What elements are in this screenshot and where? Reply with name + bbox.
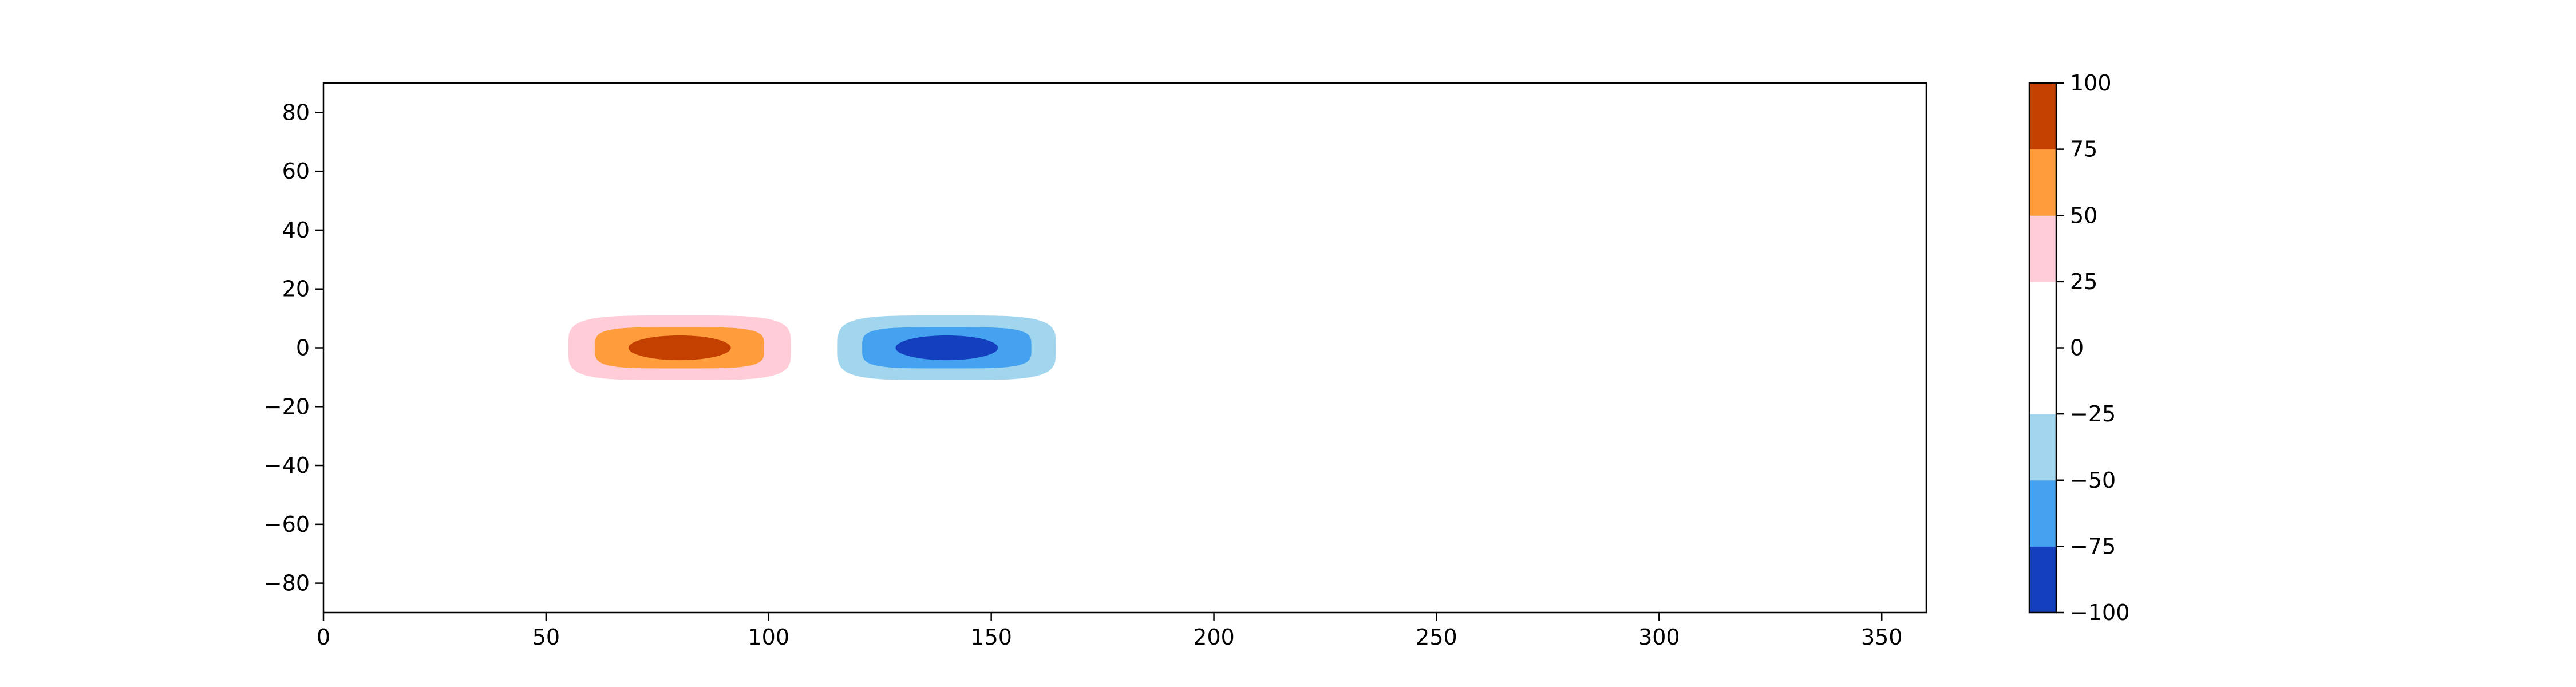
plot-area: 0 50 100 150 200 250 300 350 −80 −60 −40 −20 0 20 40 6…: [264, 82, 1927, 650]
colorbar-tick-label: −25: [2070, 401, 2116, 427]
colorbar-bands: [2029, 83, 2056, 613]
colorbar-band: [2029, 83, 2056, 150]
y-tick-label: −20: [264, 394, 310, 419]
x-tick-label: 250: [1416, 625, 1457, 650]
colorbar-band: [2029, 480, 2056, 547]
x-tick-label: 150: [970, 625, 1012, 650]
colorbar-band: [2029, 414, 2056, 481]
colorbar-band: [2029, 281, 2056, 348]
contour-fills: [568, 315, 1056, 380]
colorbar-tick-label: −100: [2070, 600, 2129, 625]
y-tick-label: 80: [282, 100, 310, 125]
y-tick-label: 40: [282, 218, 310, 243]
x-tick-label: 350: [1861, 625, 1903, 650]
x-tick-label: 100: [748, 625, 790, 650]
colorbar-band: [2029, 348, 2056, 414]
axes-background: [323, 83, 1926, 613]
colorbar-tick-label: 50: [2070, 203, 2097, 228]
colorbar-tick-label: 25: [2070, 269, 2097, 294]
colorbar: −100 −75 −50 −25 0 25 50 75 100: [2028, 70, 2129, 625]
y-tick-label: 20: [282, 277, 310, 302]
colorbar-ticks: −100 −75 −50 −25 0 25 50 75 100: [2056, 70, 2129, 625]
x-tick-label: 200: [1193, 625, 1235, 650]
y-tick-label: −60: [264, 512, 310, 537]
contour-band-1-2: [895, 335, 998, 361]
y-tick-label: 0: [296, 335, 310, 361]
y-tick-label: −40: [264, 453, 310, 478]
colorbar-band: [2029, 149, 2056, 216]
y-tick-label: −80: [264, 571, 310, 596]
colorbar-tick-label: 100: [2070, 70, 2112, 96]
x-tick-label: 0: [317, 625, 330, 650]
colorbar-tick-label: −50: [2070, 468, 2116, 493]
colorbar-tick-label: 0: [2070, 335, 2084, 361]
y-tick-label: 60: [282, 159, 310, 184]
x-axis: 0 50 100 150 200 250 300 350: [317, 613, 1903, 650]
colorbar-tick-label: 75: [2070, 137, 2097, 162]
contour-band-0-2: [628, 335, 731, 361]
x-tick-label: 300: [1638, 625, 1680, 650]
y-axis: −80 −60 −40 −20 0 20 40 60 80: [264, 100, 323, 596]
x-tick-label: 50: [532, 625, 560, 650]
colorbar-band: [2029, 215, 2056, 282]
colorbar-tick-label: −75: [2070, 534, 2116, 559]
colorbar-band: [2029, 546, 2056, 613]
